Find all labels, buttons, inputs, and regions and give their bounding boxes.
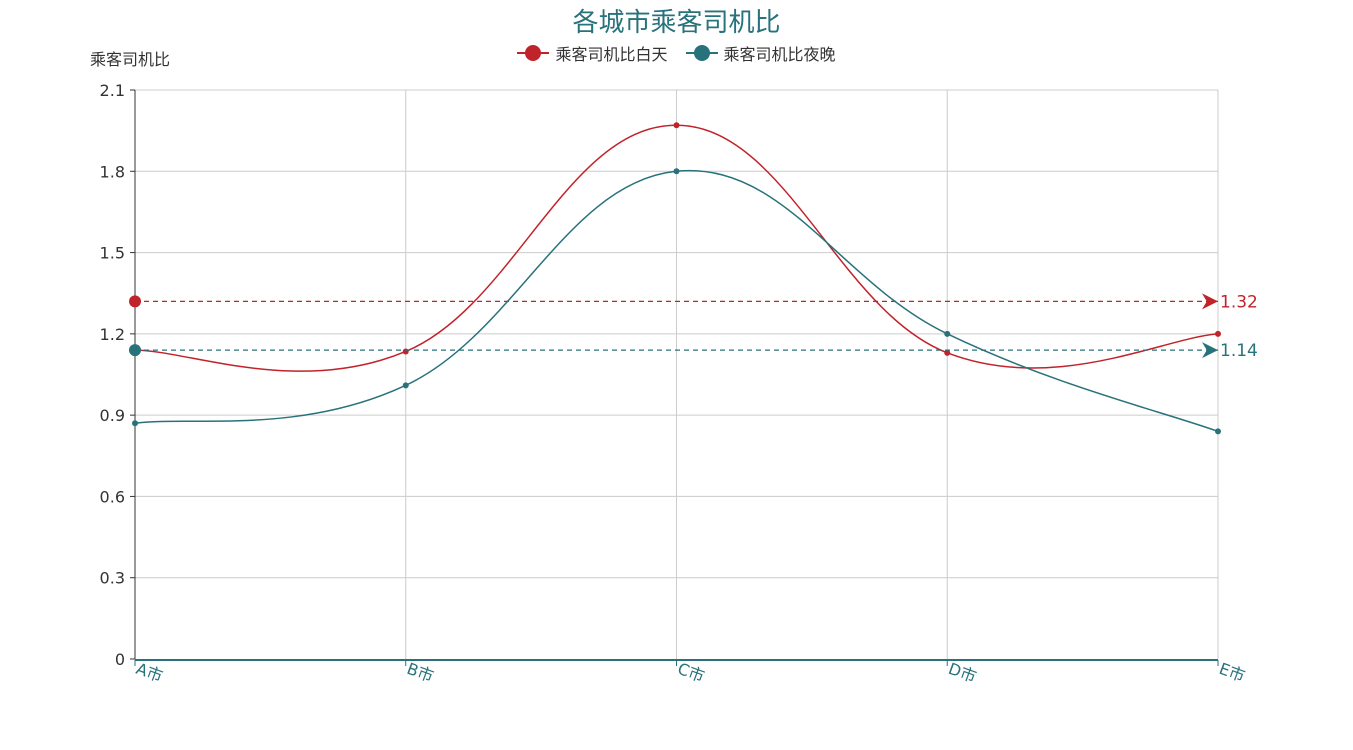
data-point-night: [402, 382, 409, 389]
x-tick-label: B市: [404, 659, 436, 686]
data-point-night: [1215, 428, 1221, 435]
legend: 乘客司机比白天 乘客司机比夜晚: [0, 41, 1353, 65]
data-point-night: [132, 420, 138, 427]
y-tick-label: 0.6: [100, 487, 125, 506]
data-point-night: [944, 330, 951, 337]
data-point-day: [673, 122, 680, 129]
legend-item-day[interactable]: 乘客司机比白天: [517, 41, 668, 65]
x-tick-label: D市: [946, 659, 979, 687]
legend-day-marker-icon: [517, 43, 550, 63]
average-label-night: 1.14: [1220, 341, 1258, 361]
legend-item-night[interactable]: 乘客司机比夜晚: [685, 41, 836, 65]
y-tick-label: 0.9: [100, 406, 125, 425]
y-tick-label: 1.2: [100, 325, 125, 344]
legend-night-marker-icon: [685, 43, 718, 63]
data-point-day: [944, 349, 951, 356]
data-point-day: [402, 348, 409, 355]
data-point-day: [1215, 330, 1221, 337]
x-tick-label: A市: [134, 659, 166, 686]
x-tick-label: C市: [675, 659, 707, 686]
legend-day-label: 乘客司机比白天: [555, 45, 668, 64]
legend-night-label: 乘客司机比夜晚: [723, 45, 836, 64]
y-tick-label: 0: [115, 650, 125, 669]
y-tick-label: 2.1: [100, 81, 125, 100]
average-label-day: 1.32: [1220, 292, 1258, 312]
data-point-night: [673, 168, 680, 175]
x-tick-label: E市: [1217, 659, 1248, 686]
y-tick-label: 1.5: [100, 244, 125, 263]
chart-title: 各城市乘客司机比: [572, 8, 781, 38]
y-tick-label: 1.8: [100, 162, 125, 181]
y-axis-label: 乘客司机比: [90, 50, 171, 69]
y-tick-label: 0.3: [100, 569, 125, 588]
